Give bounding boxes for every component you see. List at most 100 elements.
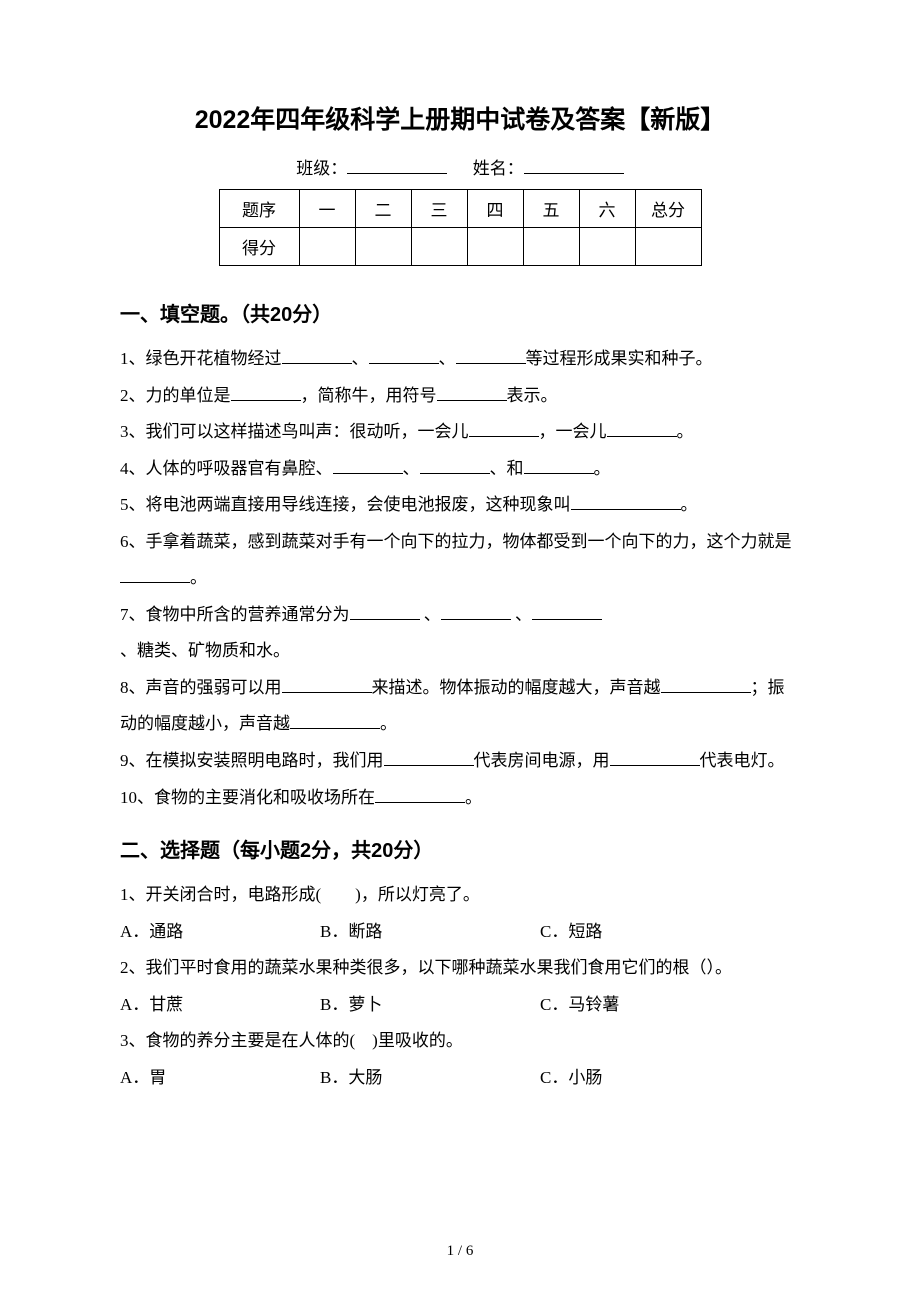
text: 。 [677, 422, 694, 441]
col-header: 一 [299, 190, 355, 228]
blank [524, 457, 594, 474]
table-row: 题序 一 二 三 四 五 六 总分 [219, 190, 701, 228]
blank [437, 384, 507, 401]
blank [661, 676, 751, 693]
blank [571, 493, 681, 510]
s1-q1: 1、绿色开花植物经过、、等过程形成果实和种子。 [120, 341, 800, 378]
choice-c: C．马铃薯 [540, 987, 800, 1024]
blank [120, 566, 190, 583]
blank [231, 384, 301, 401]
text: 。 [190, 568, 207, 587]
blank [420, 457, 490, 474]
blank [282, 676, 372, 693]
s1-q9: 9、在模拟安装照明电路时，我们用 代表房间电源，用 代表电灯。 [120, 743, 800, 780]
s1-q8: 8、声音的强弱可以用来描述。物体振动的幅度越大，声音越；振动的幅度越小，声音越。 [120, 670, 800, 743]
blank [282, 347, 352, 364]
text: 、 [420, 605, 441, 624]
choice-c: C．短路 [540, 914, 800, 951]
text: 、 [352, 349, 369, 368]
text: 1、绿色开花植物经过 [120, 349, 282, 368]
s2-q2: 2、我们平时食用的蔬菜水果种类很多，以下哪种蔬菜水果我们食用它们的根（）。 [120, 950, 800, 987]
col-header: 五 [523, 190, 579, 228]
text: 4、人体的呼吸器官有鼻腔、 [120, 459, 333, 478]
s1-q6: 6、手拿着蔬菜，感到蔬菜对手有一个向下的拉力，物体都受到一个向下的力，这个力就是… [120, 524, 800, 597]
blank [369, 347, 439, 364]
text: 表示。 [507, 386, 558, 405]
choice-a: A．胃 [120, 1060, 320, 1097]
text: 代表房间电源，用 [474, 751, 610, 770]
text: 10、食物的主要消化和吸收场所在 [120, 788, 375, 807]
text: 。 [594, 459, 611, 478]
text: 。 [465, 788, 482, 807]
row-header: 题序 [219, 190, 299, 228]
text: 6、手拿着蔬菜，感到蔬菜对手有一个向下的拉力，物体都受到一个向下的力，这个力就是 [120, 532, 792, 551]
text: 、 [439, 349, 456, 368]
text: 5、将电池两端直接用导线连接，会使电池报废，这种现象叫 [120, 495, 571, 514]
blank [333, 457, 403, 474]
name-blank [524, 157, 624, 174]
text: ，简称牛，用符号 [301, 386, 437, 405]
text: 。 [681, 495, 698, 514]
text: 、糖类、矿物质和水。 [120, 641, 290, 660]
choice-b: B．断路 [320, 914, 540, 951]
blank [290, 712, 380, 729]
s2-q3-choices: A．胃 B．大肠 C．小肠 [120, 1060, 800, 1097]
s1-q2: 2、力的单位是 ，简称牛，用符号 表示。 [120, 378, 800, 415]
score-cell [635, 228, 701, 266]
s1-q5: 5、将电池两端直接用导线连接，会使电池报废，这种现象叫 。 [120, 487, 800, 524]
name-label: 姓名： [473, 159, 524, 178]
table-row: 得分 [219, 228, 701, 266]
blank [384, 749, 474, 766]
page-title: 2022年四年级科学上册期中试卷及答案【新版】 [120, 100, 800, 136]
score-table: 题序 一 二 三 四 五 六 总分 得分 [219, 189, 702, 266]
col-header: 六 [579, 190, 635, 228]
col-header: 三 [411, 190, 467, 228]
choice-a: A．甘蔗 [120, 987, 320, 1024]
s1-q7: 7、食物中所含的营养通常分为 、 、 [120, 597, 800, 634]
blank [610, 749, 700, 766]
section2-heading: 二、选择题（每小题2分，共20分） [120, 834, 800, 863]
s1-q10: 10、食物的主要消化和吸收场所在 。 [120, 780, 800, 817]
choice-a: A．通路 [120, 914, 320, 951]
s1-q4: 4、人体的呼吸器官有鼻腔、 、 、和 。 [120, 451, 800, 488]
text: 、和 [490, 459, 524, 478]
text: 代表电灯。 [700, 751, 785, 770]
choice-b: B．大肠 [320, 1060, 540, 1097]
s2-q1: 1、开关闭合时，电路形成( )，所以灯亮了。 [120, 877, 800, 914]
text: 、 [511, 605, 532, 624]
score-cell [299, 228, 355, 266]
col-header: 四 [467, 190, 523, 228]
s2-q1-choices: A．通路 B．断路 C．短路 [120, 914, 800, 951]
text: 、 [403, 459, 420, 478]
text: 3、我们可以这样描述鸟叫声：很动听，一会儿 [120, 422, 469, 441]
choice-b: B．萝卜 [320, 987, 540, 1024]
score-cell [579, 228, 635, 266]
s1-q3: 3、我们可以这样描述鸟叫声：很动听，一会儿 ，一会儿 。 [120, 414, 800, 451]
text: ，一会儿 [539, 422, 607, 441]
col-header: 二 [355, 190, 411, 228]
text: 8、声音的强弱可以用 [120, 678, 282, 697]
s1-q7b: 、糖类、矿物质和水。 [120, 633, 800, 670]
choice-c: C．小肠 [540, 1060, 800, 1097]
s2-q3: 3、食物的养分主要是在人体的( )里吸收的。 [120, 1023, 800, 1060]
text: 来描述。物体振动的幅度越大，声音越 [372, 678, 661, 697]
blank [532, 603, 602, 620]
class-name-row: 班级： 姓名： [120, 154, 800, 179]
blank [375, 786, 465, 803]
score-cell [355, 228, 411, 266]
text: 。 [380, 714, 397, 733]
text: 7、食物中所含的营养通常分为 [120, 605, 350, 624]
text: 2、力的单位是 [120, 386, 231, 405]
blank [350, 603, 420, 620]
blank [607, 420, 677, 437]
class-label: 班级： [296, 159, 347, 178]
page-number: 1 / 6 [0, 1243, 920, 1260]
class-blank [347, 157, 447, 174]
score-cell [467, 228, 523, 266]
row-header: 得分 [219, 228, 299, 266]
section1-heading: 一、填空题。（共20分） [120, 298, 800, 327]
text: 9、在模拟安装照明电路时，我们用 [120, 751, 384, 770]
col-header: 总分 [635, 190, 701, 228]
s2-q2-choices: A．甘蔗 B．萝卜 C．马铃薯 [120, 987, 800, 1024]
blank [469, 420, 539, 437]
